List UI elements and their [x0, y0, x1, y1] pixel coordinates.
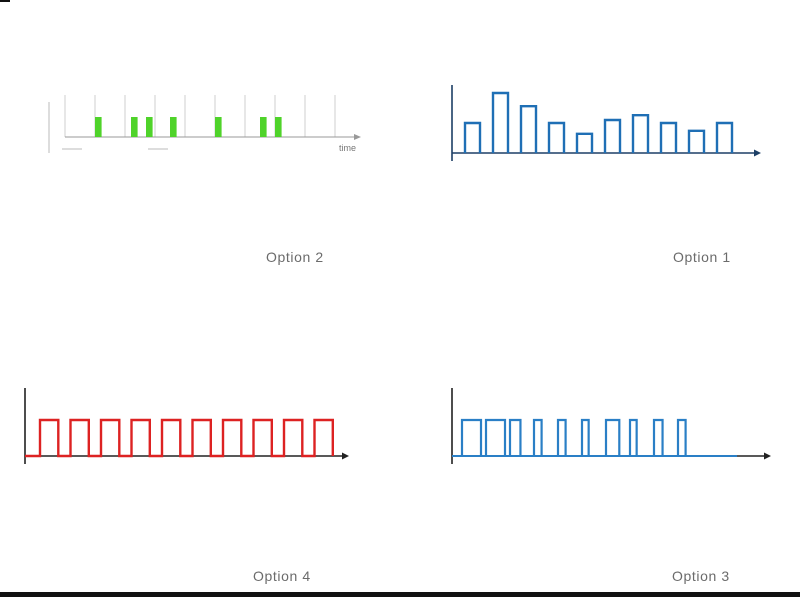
option1-bar — [603, 118, 622, 153]
option2-pulse — [215, 117, 222, 137]
option1-panel[interactable]: Option 1 — [430, 60, 790, 275]
bottom-edge-bar — [0, 592, 800, 597]
option3-label: Option 3 — [672, 568, 730, 584]
option2-pulse — [146, 117, 153, 137]
option2-graph: time — [48, 95, 361, 153]
option3-pulse — [508, 418, 522, 456]
option1-bar — [659, 121, 678, 153]
option1-bar — [575, 132, 594, 153]
option2-pulse — [95, 117, 102, 137]
option3-panel[interactable]: Option 3 — [430, 375, 790, 590]
option3-pulse — [580, 418, 590, 456]
option1-label: Option 1 — [673, 249, 731, 265]
option1-bar — [547, 121, 566, 153]
option4-x-axis-arrow — [342, 452, 349, 460]
option1-bar — [631, 114, 650, 153]
option3-pulse — [460, 418, 483, 456]
option1-bar — [715, 121, 734, 153]
option2-pulse — [260, 117, 267, 137]
option4-label: Option 4 — [253, 568, 311, 584]
option1-bar — [687, 129, 706, 153]
option2-x-axis-label: time — [339, 143, 356, 153]
option3-x-axis-arrow — [764, 452, 771, 460]
top-edge-mark — [0, 0, 10, 2]
option2-x-axis-arrow — [354, 134, 361, 140]
option3-pulse — [676, 418, 687, 456]
option2-pulse — [170, 117, 177, 137]
option2-panel[interactable]: time Option 2 — [30, 60, 400, 275]
option3-pulse — [604, 418, 621, 456]
option1-x-axis-arrow — [754, 149, 761, 157]
option1-bar — [519, 105, 538, 153]
option2-pulse — [131, 117, 138, 137]
option1-graph — [451, 85, 761, 161]
option1-bar — [491, 91, 510, 153]
option3-pulse — [556, 418, 567, 456]
option3-graph — [451, 388, 771, 464]
option3-pulse — [532, 418, 543, 456]
option2-pulse — [275, 117, 282, 137]
option4-graph — [24, 388, 349, 464]
option1-bar — [463, 121, 482, 153]
option3-pulse — [652, 418, 664, 456]
option3-pulse — [484, 418, 507, 456]
option4-panel[interactable]: Option 4 — [10, 375, 390, 590]
option3-pulse — [628, 418, 638, 456]
option2-label: Option 2 — [266, 249, 324, 265]
option4-square-wave — [25, 418, 334, 458]
